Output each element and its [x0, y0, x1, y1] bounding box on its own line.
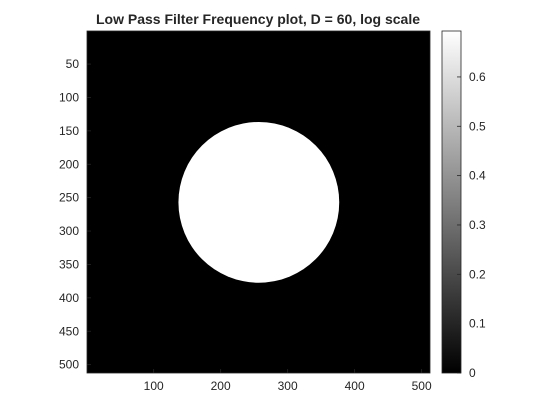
colorbar-tick-label: 0.5 [469, 119, 486, 133]
colorbar-tick-label: 0.3 [469, 218, 486, 232]
y-tick-label: 250 [59, 191, 79, 205]
colorbar-axis: 0 0.1 0.2 0.3 0.4 0.5 0.6 [457, 70, 486, 380]
y-tick-label: 200 [59, 157, 79, 171]
colorbar-tick-label: 0.1 [469, 317, 486, 331]
colorbar-tick-label: 0 [469, 366, 476, 380]
x-tick-label: 500 [412, 379, 432, 393]
passband-disk [178, 121, 340, 283]
x-tick-label: 200 [211, 379, 231, 393]
y-tick-label: 150 [59, 124, 79, 138]
chart-title: Low Pass Filter Frequency plot, D = 60, … [96, 11, 420, 27]
x-axis: 100 200 300 400 500 [144, 369, 432, 393]
colorbar: 0 0.1 0.2 0.3 0.4 0.5 0.6 [441, 30, 486, 380]
plot-frame [86, 30, 431, 374]
x-tick-label: 100 [144, 379, 164, 393]
plot-area: 100 200 300 400 500 50 100 150 200 250 300 350 400 4… [59, 30, 432, 393]
y-tick-label: 100 [59, 90, 79, 104]
colorbar-gradient [441, 30, 462, 374]
colorbar-tick-label: 0.2 [469, 267, 486, 281]
colorbar-tick-label: 0.4 [469, 169, 486, 183]
y-axis: 50 100 150 200 250 300 350 400 450 500 [59, 57, 91, 372]
x-tick-label: 400 [345, 379, 365, 393]
y-tick-label: 50 [66, 57, 80, 71]
y-tick-label: 300 [59, 224, 79, 238]
y-tick-label: 500 [59, 358, 79, 372]
y-tick-label: 450 [59, 324, 79, 338]
y-tick-label: 400 [59, 291, 79, 305]
colorbar-tick-label: 0.6 [469, 70, 486, 84]
y-tick-label: 350 [59, 257, 79, 271]
x-tick-label: 300 [278, 379, 298, 393]
